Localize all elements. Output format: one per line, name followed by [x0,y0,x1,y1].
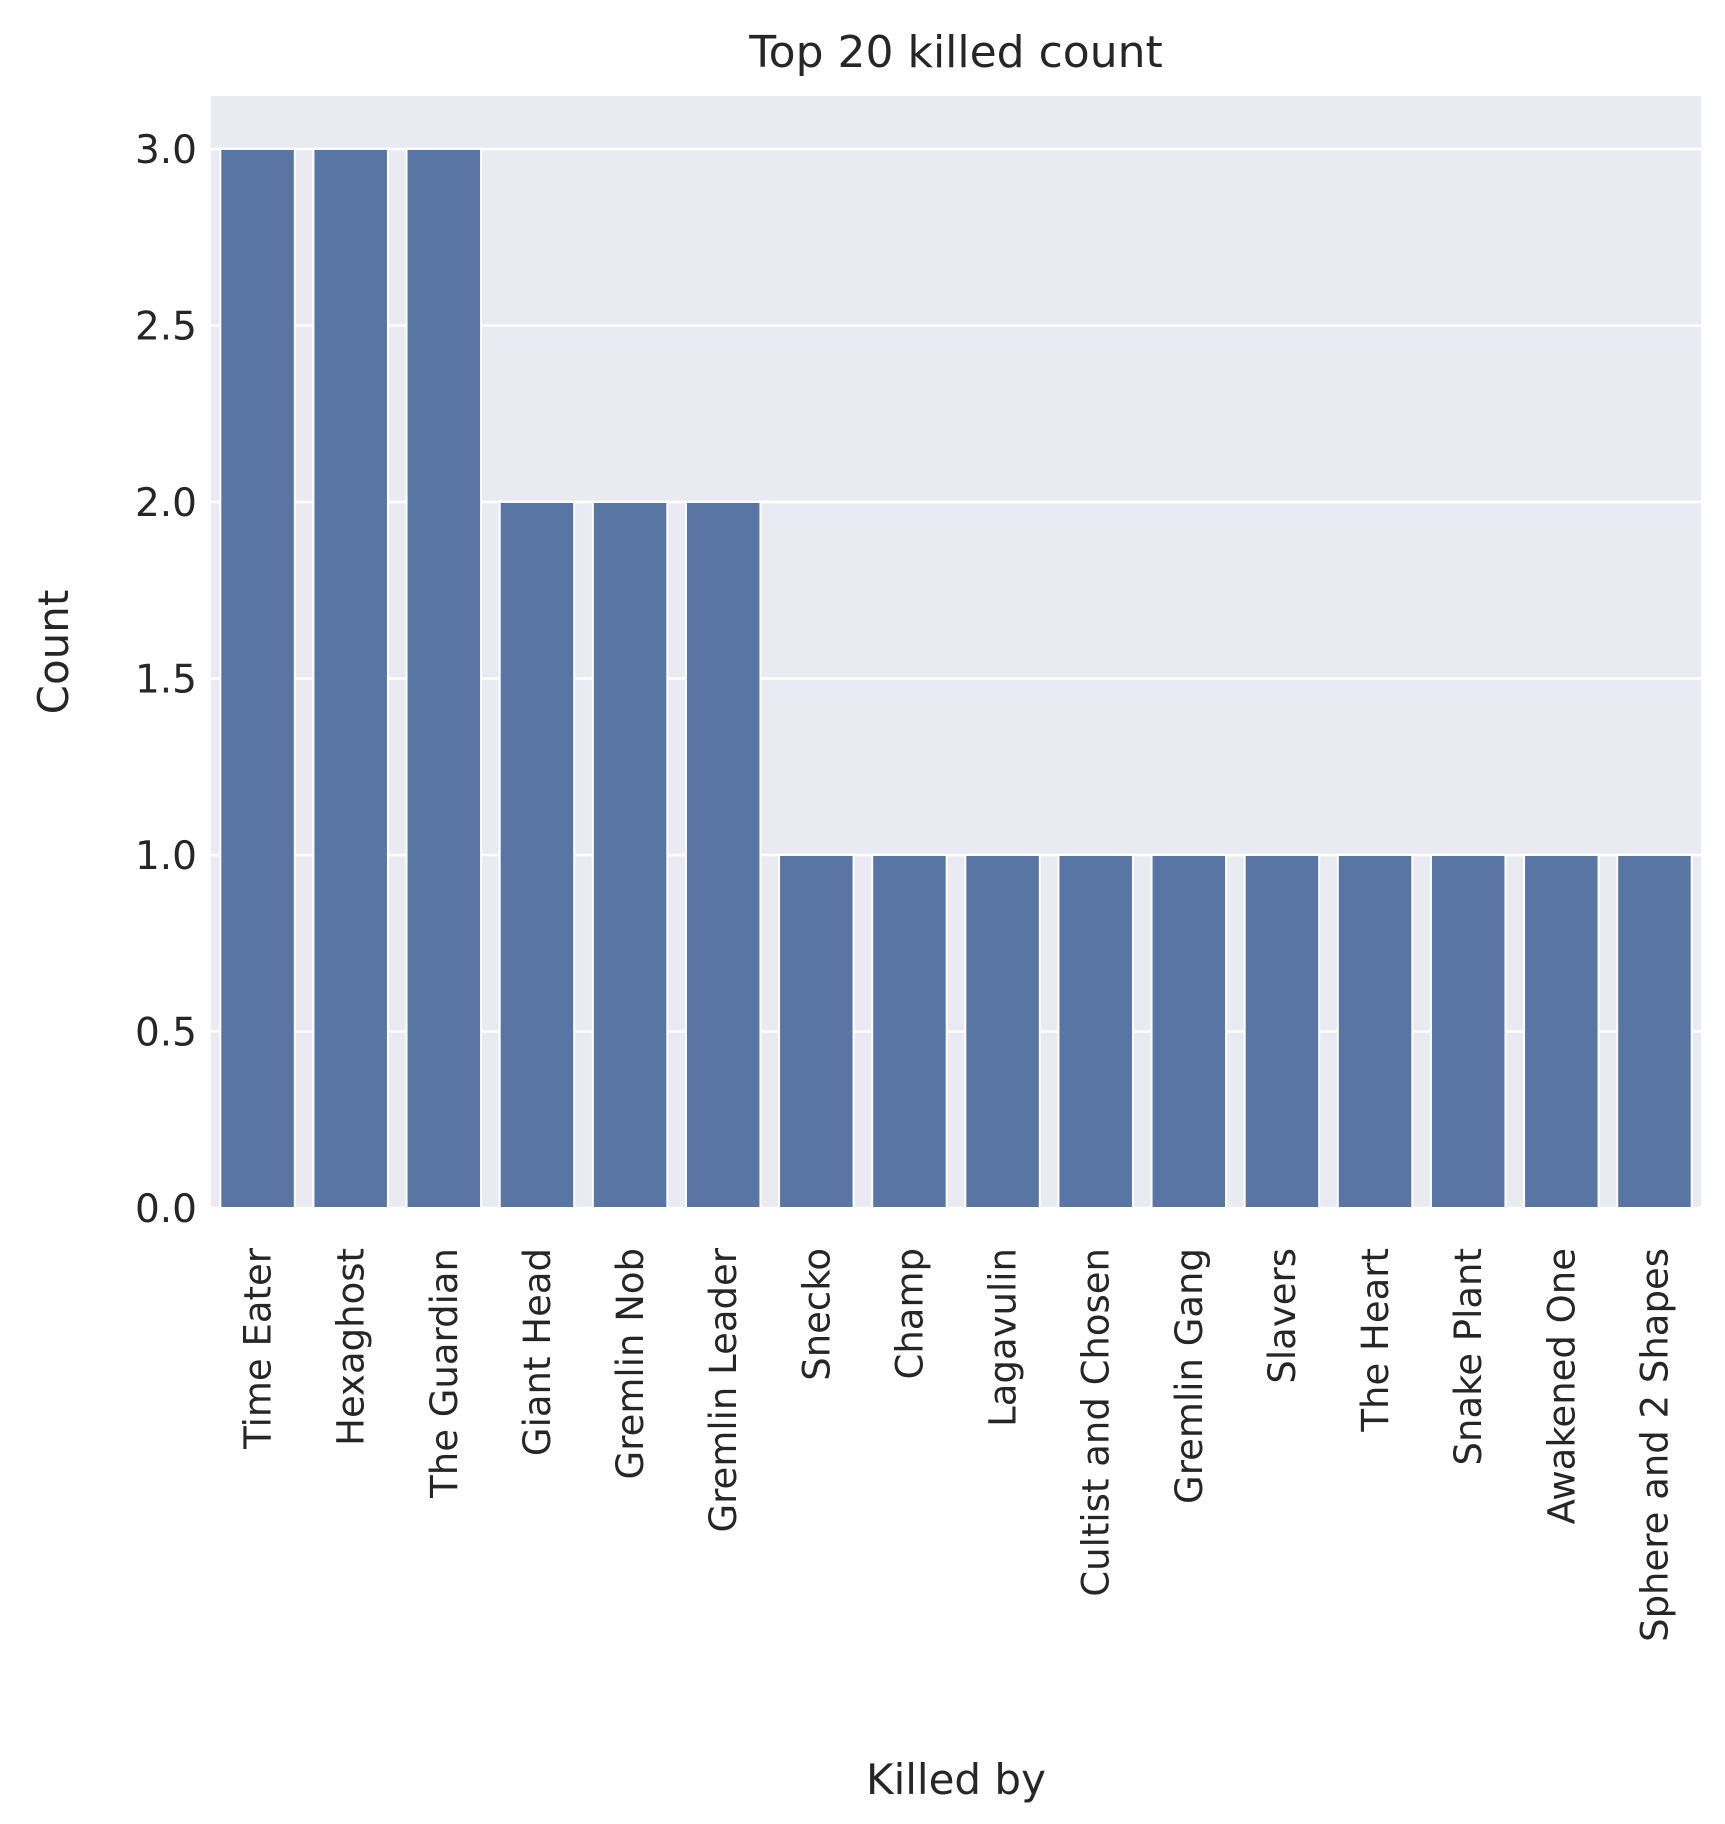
x-tick-label: Slavers [1261,1248,1304,1384]
bar [684,500,762,1209]
bar [1150,853,1228,1209]
bar [1523,853,1600,1209]
y-tick-label: 1.5 [135,657,197,702]
bar [1336,853,1414,1209]
x-tick-label: Cultist and Chosen [1075,1248,1118,1597]
y-tick-label: 1.0 [135,834,197,879]
x-tick-label: Awakened One [1540,1248,1583,1524]
y-tick-label: 0.5 [135,1010,197,1055]
chart-title: Top 20 killed count [748,27,1163,78]
x-tick-label: Snake Plant [1447,1248,1490,1465]
y-tick-label: 3.0 [135,128,197,173]
x-tick-label: Giant Head [516,1248,559,1456]
x-tick-label: The Guardian [423,1248,466,1499]
bar [871,853,948,1209]
y-tick-label: 0.0 [135,1187,197,1232]
bar [1429,853,1507,1209]
x-tick-label: Snecko [795,1248,838,1381]
bars [219,147,1693,1209]
x-tick-label: Champ [888,1248,931,1380]
y-tick-labels: 0.0 0.5 1.0 1.5 2.0 2.5 3.0 [135,128,197,1232]
x-tick-label: Hexaghost [330,1248,373,1446]
bar [1616,853,1693,1209]
y-tick-label: 2.5 [135,304,197,349]
x-tick-label: The Heart [1354,1248,1397,1433]
x-tick-label: Gremlin Gang [1168,1248,1211,1504]
bar [1243,853,1321,1209]
x-tick-label: Sphere and 2 Shapes [1633,1248,1676,1642]
bar [964,853,1041,1209]
bar [219,147,296,1209]
x-tick-labels: Time Eater Hexaghost The Guardian Giant Hea… [237,1247,1677,1642]
bar [405,147,483,1209]
y-axis-label: Count [29,590,78,715]
bar [498,500,576,1209]
bar [591,500,669,1209]
y-tick-label: 2.0 [135,481,197,526]
x-tick-label: Gremlin Leader [702,1247,745,1532]
x-tick-label: Gremlin Nob [609,1248,652,1479]
x-tick-label: Time Eater [237,1247,280,1450]
x-tick-label: Lagavulin [982,1248,1025,1427]
x-axis-label: Killed by [866,1755,1046,1804]
bar [1057,853,1134,1209]
bar [778,853,855,1209]
bar [312,147,389,1209]
